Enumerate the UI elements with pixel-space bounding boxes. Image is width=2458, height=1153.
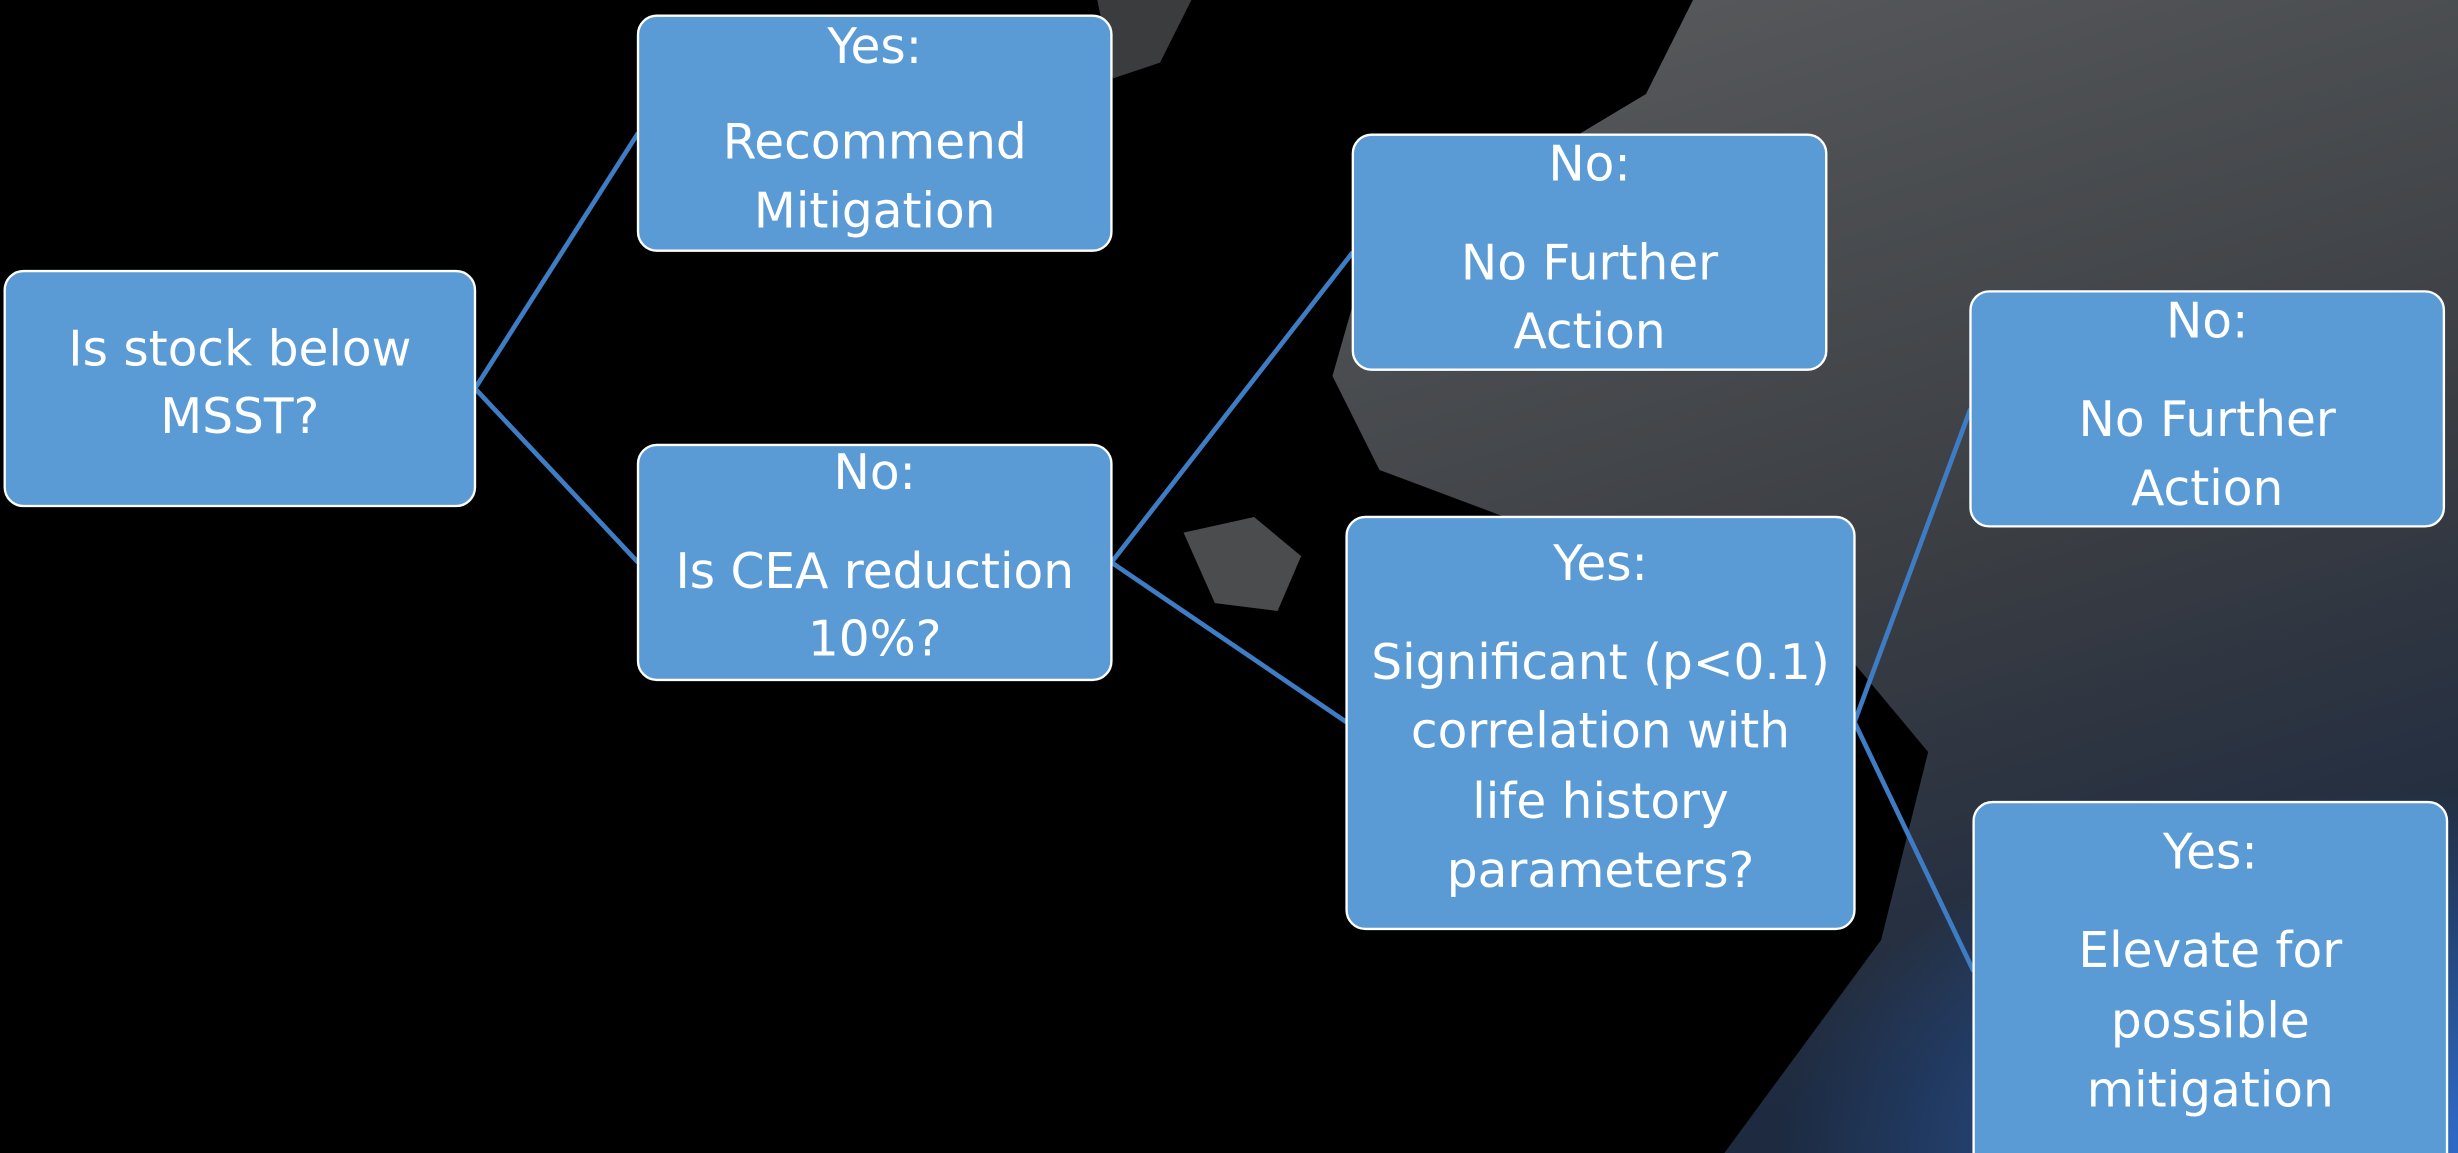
node-text: MSST? <box>160 389 319 445</box>
map-island <box>1183 516 1302 611</box>
connector <box>473 386 640 565</box>
connectors <box>473 131 1976 973</box>
node-text: correlation with <box>1411 704 1790 760</box>
connector <box>473 131 640 390</box>
node-text: Is CEA reduction <box>675 544 1074 600</box>
node-text: mitigation <box>2087 1062 2334 1118</box>
nodes: Is stock below MSST? Yes: Recommend Mitigati… <box>3 14 2449 1153</box>
node-text: life history <box>1472 774 1729 830</box>
node-text: Action <box>1513 304 1665 360</box>
node-box <box>1351 133 1828 371</box>
node-head: Yes: <box>2162 824 2258 880</box>
node-box <box>3 269 477 508</box>
node-text: No Further <box>2079 392 2336 448</box>
node-text: Significant (p<0.1) <box>1371 635 1830 691</box>
node-head: No: <box>2166 293 2248 349</box>
node-text: Action <box>2131 461 2283 517</box>
node-text: 10%? <box>808 611 942 667</box>
node-head: Yes: <box>826 19 922 75</box>
node-text: parameters? <box>1447 843 1755 899</box>
connector <box>1852 721 1976 973</box>
node-text: Elevate for <box>2078 923 2342 979</box>
node-text: No Further <box>1461 235 1718 291</box>
node-box <box>1345 515 1856 931</box>
node-box <box>1972 800 2449 1153</box>
node-box <box>636 443 1113 682</box>
node-text: Is stock below <box>68 321 411 377</box>
connector <box>1110 560 1348 725</box>
connector <box>1109 250 1355 564</box>
node-head: No: <box>834 445 916 501</box>
connector <box>1852 408 1973 724</box>
map-land <box>1097 0 1192 79</box>
node-head: No: <box>1548 137 1630 193</box>
node-text: possible <box>2111 994 2310 1050</box>
node-text: Mitigation <box>754 184 996 240</box>
node-text: Recommend <box>723 115 1027 171</box>
node-head: Yes: <box>1552 536 1648 592</box>
node-box <box>1969 290 2446 528</box>
node-box <box>636 14 1113 252</box>
